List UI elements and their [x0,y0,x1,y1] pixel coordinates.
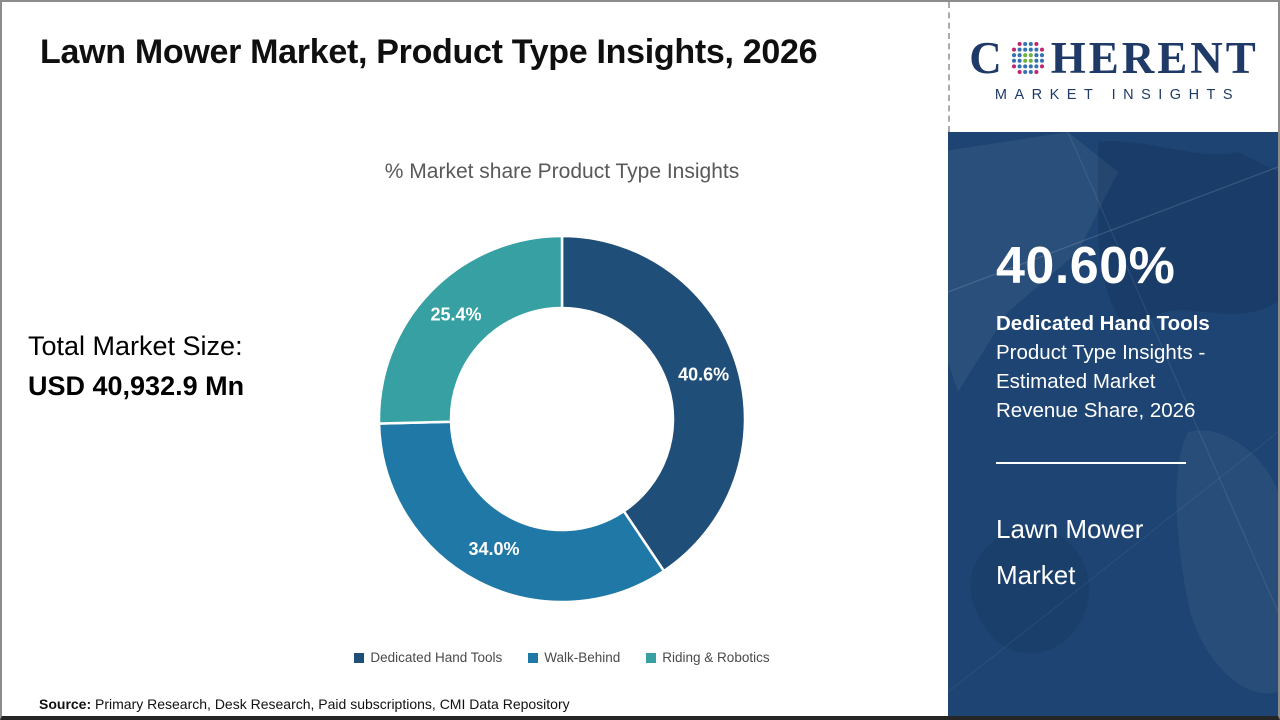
donut-slice-dedicated-hand-tools [560,234,747,573]
legend-marker [354,652,365,663]
donut-chart: 40.6% 34.0% 25.4% [377,234,747,604]
chart-title: % Market share Product Type Insights [384,160,740,183]
legend-label: Dedicated Hand Tools [370,650,503,665]
slice-label: 34.0% [468,539,519,559]
brand-subtitle: MARKET INSIGHTS [994,86,1241,103]
sidebar-stat-value: 40.60% [996,237,1176,295]
page-title: Lawn Mower Market, Product Type Insights… [40,33,818,71]
total-market-size: Total Market Size: USD 40,932.9 Mn [28,326,244,406]
legend-marker [528,652,539,663]
legend-marker [646,652,657,663]
legend-label: Riding & Robotics [662,650,770,665]
brand-letters-rest: HERENT [1050,32,1259,83]
legend-label: Walk-Behind [544,650,621,665]
sidebar: 40.60% Dedicated Hand Tools Product Type… [948,132,1278,716]
globe-dots-icon [1011,41,1044,74]
sidebar-stat-segment: Dedicated Hand Tools [996,312,1210,335]
total-market-size-value: USD 40,932.9 Mn [28,371,245,401]
sidebar-divider [996,462,1186,464]
chart-legend: Dedicated Hand Tools Walk-Behind Riding & … [192,650,932,665]
world-map-texture [948,132,1278,716]
donut-slice-riding-robotics [377,234,564,425]
legend-item-riding-robotics: Riding & Robotics [646,650,770,665]
slice-label: 25.4% [430,304,481,324]
source-line: Source: Primary Research, Desk Research,… [39,696,570,712]
sidebar-market-name: Lawn Mower Market [996,514,1144,590]
legend-item-dedicated-hand-tools: Dedicated Hand Tools [354,650,502,665]
slice-label: 40.6% [678,365,729,385]
logo-area: C HERENT MARKET INSIGHTS [948,2,1278,132]
brand-letter-c: C [969,32,1005,83]
sidebar-stat-description: Product Type Insights - Estimated Market… [996,341,1206,422]
donut-slice-walk-behind [377,420,666,604]
source-label: Source: [39,696,92,712]
source-text: Primary Research, Desk Research, Paid su… [91,696,570,712]
legend-item-walk-behind: Walk-Behind [528,650,620,665]
total-market-size-label: Total Market Size: [28,331,243,361]
brand-logo: C HERENT [969,32,1259,84]
